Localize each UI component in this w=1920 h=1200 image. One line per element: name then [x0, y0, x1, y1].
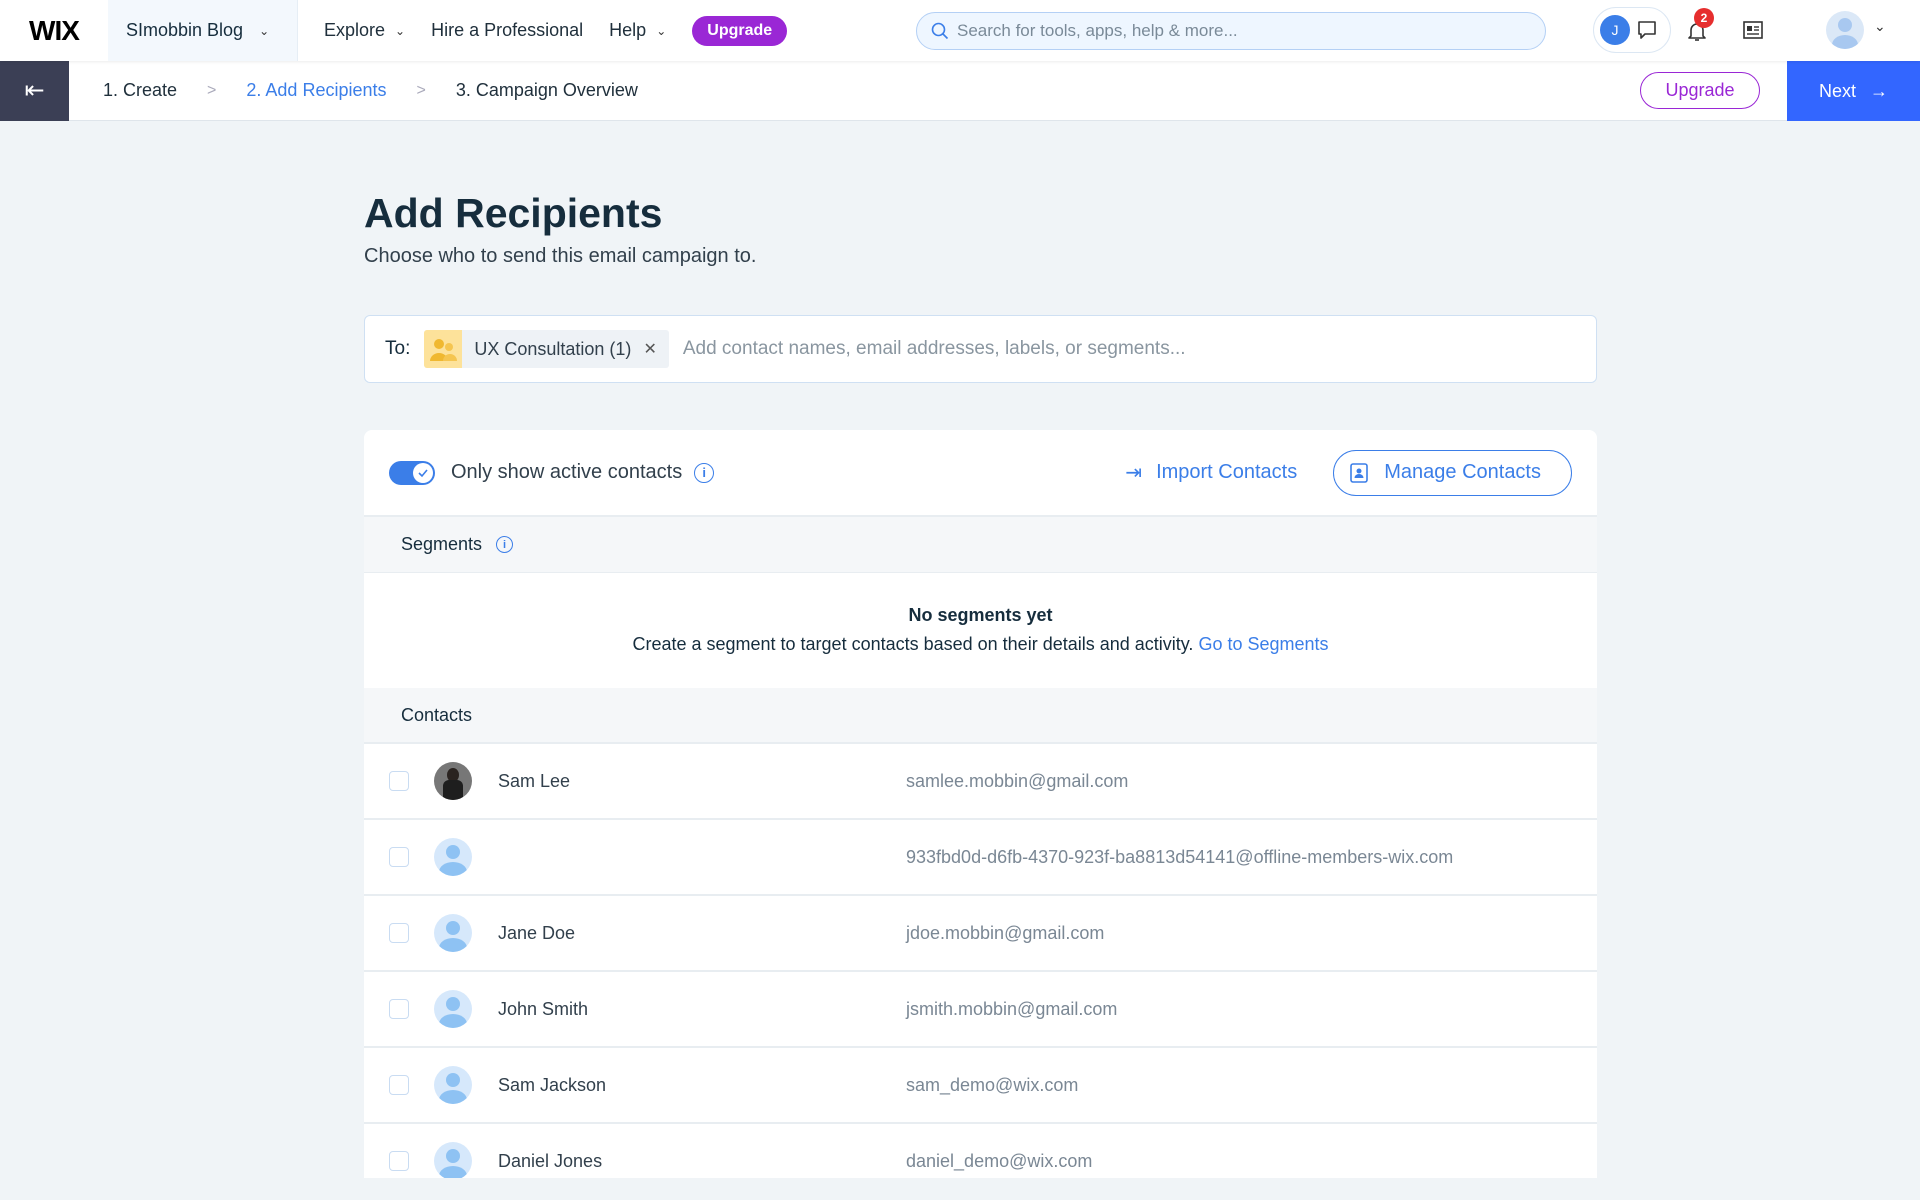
empty-text: Create a segment to target contacts base…	[632, 634, 1194, 654]
empty-title: No segments yet	[908, 605, 1053, 625]
search-placeholder: Search for tools, apps, help & more...	[957, 21, 1238, 40]
site-selector[interactable]: SImobbin Blog ⌄	[108, 0, 298, 61]
contact-name: Jane Doe	[498, 922, 576, 943]
wix-logo[interactable]: WIX	[29, 14, 80, 46]
chat-icon[interactable]	[1636, 19, 1658, 41]
user-avatar[interactable]	[1826, 11, 1864, 49]
row-checkbox[interactable]	[389, 771, 409, 791]
page-title: Add Recipients	[364, 190, 663, 236]
avatar	[434, 990, 472, 1028]
search-icon	[931, 22, 949, 40]
to-label: To:	[385, 338, 411, 359]
manage-contacts-button[interactable]: Manage Contacts	[1333, 449, 1572, 496]
avatar	[434, 914, 472, 952]
search-input[interactable]: Search for tools, apps, help & more...	[916, 12, 1546, 50]
segments-header: Segments i	[364, 517, 1597, 573]
chat-group[interactable]: J	[1593, 7, 1671, 53]
import-icon: ⇥	[1125, 462, 1143, 484]
contact-row[interactable]: John Smith jsmith.mobbin@gmail.com	[364, 972, 1597, 1048]
avatar[interactable]: J	[1600, 15, 1630, 45]
chevron-down-icon: ⌄	[259, 23, 270, 38]
chevron-down-icon: ⌄	[395, 23, 406, 38]
step-bar: ⇤ 1. Create > 2. Add Recipients > 3. Campa…	[0, 60, 1920, 121]
info-icon[interactable]: i	[694, 462, 715, 483]
row-checkbox[interactable]	[389, 847, 409, 867]
row-checkbox[interactable]	[389, 1151, 409, 1171]
recipients-input-placeholder[interactable]: Add contact names, email addresses, labe…	[682, 338, 1186, 359]
next-label: Next	[1818, 80, 1856, 101]
nav-hire[interactable]: Hire a Professional	[431, 20, 583, 41]
toggle-knob	[413, 462, 433, 483]
segments-empty-state: No segments yet Create a segment to targ…	[364, 573, 1597, 688]
row-checkbox[interactable]	[389, 999, 409, 1019]
next-button[interactable]: Next →	[1787, 61, 1920, 121]
step-create[interactable]: 1. Create	[103, 80, 178, 100]
arrow-right-icon: →	[1870, 80, 1888, 101]
group-icon	[424, 330, 463, 368]
go-to-segments-link[interactable]: Go to Segments	[1198, 634, 1329, 654]
contact-name: Sam Lee	[498, 770, 571, 791]
row-checkbox[interactable]	[389, 923, 409, 943]
info-icon[interactable]: i	[496, 536, 514, 553]
nav-explore[interactable]: Explore ⌄	[324, 20, 405, 41]
notification-badge: 2	[1694, 8, 1714, 28]
import-contacts-button[interactable]: ⇥ Import Contacts	[1125, 460, 1297, 485]
contact-row[interactable]: Jane Doe jdoe.mobbin@gmail.com	[364, 896, 1597, 972]
check-icon	[418, 468, 428, 477]
page-subtitle: Choose who to send this email campaign t…	[364, 245, 757, 267]
avatar	[434, 1142, 472, 1178]
contact-name: Daniel Jones	[498, 1150, 603, 1171]
chevron-down-icon[interactable]: ⌄	[1874, 18, 1886, 34]
contact-email: sam_demo@wix.com	[906, 1074, 1079, 1095]
contact-email: jdoe.mobbin@gmail.com	[906, 922, 1105, 943]
contacts-title: Contacts	[401, 704, 473, 725]
contacts-card: Only show active contacts i ⇥ Import Cont…	[364, 430, 1597, 1178]
close-icon[interactable]: ✕	[643, 341, 657, 358]
import-label: Import Contacts	[1156, 461, 1298, 483]
avatar	[434, 762, 472, 800]
upgrade-button[interactable]: Upgrade	[692, 15, 788, 46]
contact-name: John Smith	[498, 998, 589, 1019]
contacts-list: Sam Lee samlee.mobbin@gmail.com 933fbd0d-d…	[364, 744, 1597, 1178]
contacts-toolbar: Only show active contacts i ⇥ Import Cont…	[364, 430, 1597, 517]
contact-row[interactable]: Sam Lee samlee.mobbin@gmail.com	[364, 744, 1597, 820]
recipient-chip: UX Consultation (1) ✕	[424, 330, 669, 368]
nav-label: Hire a Professional	[431, 20, 584, 40]
chevron-right-icon: >	[207, 81, 217, 99]
contacts-header: Contacts	[364, 688, 1597, 744]
contact-name: Sam Jackson	[498, 1074, 607, 1095]
contact-card-icon	[1350, 462, 1369, 483]
manage-label: Manage Contacts	[1384, 461, 1541, 483]
avatar	[434, 1066, 472, 1104]
nav-help[interactable]: Help ⌄	[609, 20, 666, 41]
contact-row[interactable]: 933fbd0d-d6fb-4370-923f-ba8813d54141@off…	[364, 820, 1597, 896]
exit-icon[interactable]: ⇤	[0, 60, 69, 121]
row-checkbox[interactable]	[389, 1075, 409, 1095]
contact-row[interactable]: Daniel Jones daniel_demo@wix.com	[364, 1124, 1597, 1178]
contact-email: samlee.mobbin@gmail.com	[906, 770, 1129, 791]
recipients-field[interactable]: To: UX Consultation (1) ✕ Add contact nam…	[364, 315, 1597, 383]
step-add-recipients[interactable]: 2. Add Recipients	[246, 80, 387, 100]
chevron-right-icon: >	[416, 81, 426, 99]
step-campaign-overview[interactable]: 3. Campaign Overview	[455, 80, 638, 100]
toggle-label: Only show active contacts	[451, 461, 683, 483]
chevron-down-icon: ⌄	[656, 23, 667, 38]
site-name: SImobbin Blog	[126, 20, 244, 40]
active-contacts-toggle[interactable]	[389, 460, 435, 485]
contact-email: daniel_demo@wix.com	[906, 1150, 1093, 1171]
contact-email: jsmith.mobbin@gmail.com	[906, 998, 1118, 1019]
avatar	[434, 838, 472, 876]
upgrade-outline-button[interactable]: Upgrade	[1640, 72, 1760, 109]
contact-email: 933fbd0d-d6fb-4370-923f-ba8813d54141@off…	[906, 846, 1454, 867]
newsfeed-icon[interactable]	[1742, 19, 1764, 41]
segments-title: Segments	[401, 534, 483, 554]
nav-label: Help	[609, 20, 647, 40]
chip-label: UX Consultation (1)	[474, 338, 632, 359]
contact-row[interactable]: Sam Jackson sam_demo@wix.com	[364, 1048, 1597, 1124]
nav-label: Explore	[324, 20, 386, 40]
